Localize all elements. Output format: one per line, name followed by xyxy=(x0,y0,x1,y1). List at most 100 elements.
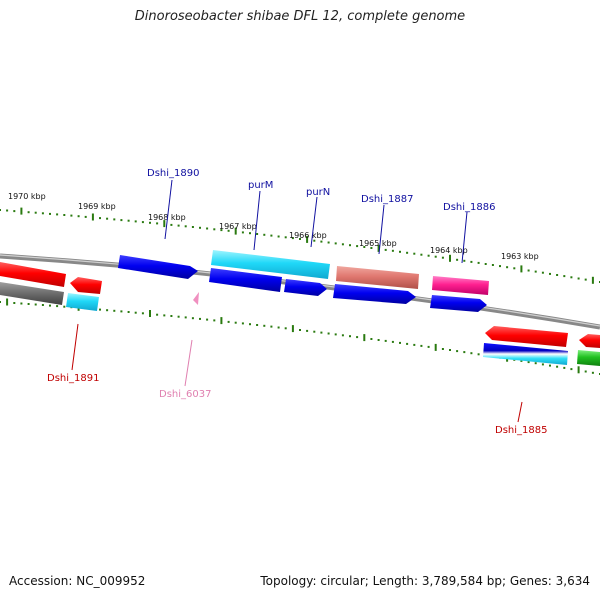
accession-text: Accession: NC_009952 xyxy=(9,574,146,588)
minor-tick xyxy=(106,309,109,312)
minor-tick xyxy=(491,264,494,266)
minor-tick xyxy=(320,240,323,243)
minor-tick xyxy=(320,331,323,334)
minor-tick xyxy=(141,221,144,224)
minor-tick xyxy=(299,238,301,240)
gene-arrow-magenta[interactable] xyxy=(432,276,489,295)
minor-tick xyxy=(584,370,587,373)
minor-tick xyxy=(34,211,37,214)
gene-label[interactable]: purM xyxy=(248,180,273,191)
minor-tick xyxy=(549,364,551,367)
minor-tick xyxy=(127,311,130,313)
gene-arrow-blue[interactable] xyxy=(284,279,327,296)
gene-arrow-blue[interactable] xyxy=(333,284,416,304)
minor-tick xyxy=(399,341,401,344)
gene-arrow-cyan-small[interactable] xyxy=(66,293,99,311)
gene-label[interactable]: Dshi_1887 xyxy=(361,194,413,205)
gene-arrow-red[interactable] xyxy=(0,262,66,287)
major-tick xyxy=(91,213,94,221)
minor-tick xyxy=(249,323,251,326)
gene-label[interactable]: Dshi_1890 xyxy=(147,168,199,179)
minor-tick xyxy=(184,225,187,228)
minor-tick xyxy=(370,338,373,340)
major-tick xyxy=(377,244,380,252)
minor-tick xyxy=(420,253,423,256)
gene-arrow-red-edge[interactable] xyxy=(579,334,600,348)
minor-tick xyxy=(156,313,159,316)
gene-arrow-blue[interactable] xyxy=(209,268,282,292)
gene-label[interactable]: Dshi_6037 xyxy=(159,389,211,400)
outer-scale-ticks xyxy=(0,207,600,284)
minor-tick xyxy=(327,332,330,335)
label-leaders xyxy=(71,179,523,423)
minor-tick xyxy=(391,249,394,252)
scale-label: 1964 kbp xyxy=(430,246,468,255)
minor-tick xyxy=(356,245,359,248)
gene-label[interactable]: Dshi_1885 xyxy=(495,425,547,436)
gene-arrow-rainbow[interactable] xyxy=(483,343,568,365)
major-tick xyxy=(591,276,594,284)
minor-tick xyxy=(256,233,259,235)
minor-tick xyxy=(284,327,287,330)
minor-tick xyxy=(584,278,587,281)
minor-tick xyxy=(413,252,416,255)
minor-tick xyxy=(191,226,194,228)
minor-tick xyxy=(84,215,87,218)
gene-arrow-gray[interactable] xyxy=(0,282,64,305)
minor-tick xyxy=(477,261,480,264)
minor-tick xyxy=(263,324,266,327)
minor-tick xyxy=(127,219,130,222)
minor-tick xyxy=(384,248,387,251)
gene-marker-pink[interactable] xyxy=(193,292,199,305)
genome-summary-text: Topology: circular; Length: 3,789,584 bp… xyxy=(260,574,590,588)
minor-tick xyxy=(463,259,466,262)
minor-tick xyxy=(163,314,166,317)
minor-tick xyxy=(170,223,173,226)
minor-tick xyxy=(56,213,59,216)
minor-tick xyxy=(256,324,259,326)
minor-tick xyxy=(106,217,109,220)
gene-label[interactable]: Dshi_1886 xyxy=(443,202,495,213)
gene-arrow-red-small[interactable] xyxy=(70,277,102,294)
major-tick xyxy=(163,220,166,228)
reverse-strand-genes xyxy=(0,268,600,366)
minor-tick xyxy=(406,251,409,254)
minor-tick xyxy=(570,368,573,371)
minor-tick xyxy=(356,336,359,339)
major-tick xyxy=(220,317,223,325)
minor-tick xyxy=(349,244,351,247)
minor-tick xyxy=(227,229,230,232)
minor-tick xyxy=(306,329,309,332)
gene-arrow-salmon[interactable] xyxy=(336,266,419,289)
gene-arrow-red[interactable] xyxy=(485,326,568,347)
minor-tick xyxy=(63,214,66,216)
gene-arrow-blue[interactable] xyxy=(430,295,487,312)
minor-tick xyxy=(570,276,573,279)
major-tick xyxy=(434,343,437,351)
minor-tick xyxy=(63,305,66,308)
major-tick xyxy=(149,310,151,317)
minor-tick xyxy=(463,351,466,354)
gene-label[interactable]: Dshi_1891 xyxy=(47,373,99,384)
minor-tick xyxy=(34,303,37,306)
minor-tick xyxy=(213,228,216,231)
gene-label[interactable]: purN xyxy=(306,187,330,198)
minor-tick xyxy=(556,365,559,368)
minor-tick xyxy=(234,321,237,324)
minor-tick xyxy=(156,222,159,225)
minor-tick xyxy=(41,304,44,306)
gene-arrow-cyan[interactable] xyxy=(211,250,330,279)
gene-arrow-blue[interactable] xyxy=(118,255,198,279)
minor-tick xyxy=(456,350,459,353)
minor-tick xyxy=(591,371,594,374)
minor-tick xyxy=(377,339,380,341)
scale-label: 1970 kbp xyxy=(8,192,46,201)
scale-label: 1966 kbp xyxy=(289,231,327,240)
major-tick xyxy=(20,207,23,215)
minor-tick xyxy=(299,329,301,331)
minor-tick xyxy=(341,243,344,246)
minor-tick xyxy=(434,255,437,258)
minor-tick xyxy=(220,229,223,232)
major-tick xyxy=(449,254,451,262)
gene-arrow-green[interactable] xyxy=(577,350,600,366)
